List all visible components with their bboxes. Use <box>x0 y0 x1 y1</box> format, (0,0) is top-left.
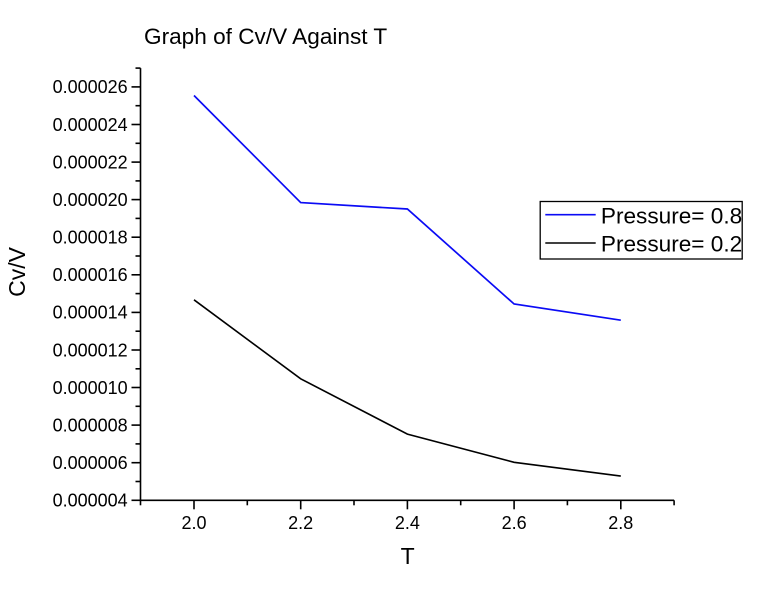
svg-text:0.000008: 0.000008 <box>53 415 128 435</box>
svg-text:T: T <box>401 543 415 569</box>
svg-text:Graph of Cv/V Against T: Graph of Cv/V Against T <box>144 24 387 49</box>
svg-text:0.000016: 0.000016 <box>53 265 128 285</box>
svg-text:0.000004: 0.000004 <box>53 491 128 511</box>
svg-text:0.000014: 0.000014 <box>53 303 128 323</box>
svg-text:0.000018: 0.000018 <box>53 228 128 248</box>
svg-text:2.8: 2.8 <box>608 513 633 533</box>
svg-text:0.000024: 0.000024 <box>53 115 128 135</box>
svg-text:0.000020: 0.000020 <box>53 190 128 210</box>
svg-text:0.000022: 0.000022 <box>53 152 128 172</box>
svg-text:0.000026: 0.000026 <box>53 77 128 97</box>
svg-text:2.6: 2.6 <box>502 513 527 533</box>
svg-text:0.000010: 0.000010 <box>53 378 128 398</box>
svg-text:0.000006: 0.000006 <box>53 453 128 473</box>
svg-text:Cv/V: Cv/V <box>4 246 30 297</box>
svg-text:0.000012: 0.000012 <box>53 340 128 360</box>
svg-text:Pressure= 0.8: Pressure= 0.8 <box>601 203 742 228</box>
svg-text:2.2: 2.2 <box>288 513 313 533</box>
svg-text:2.0: 2.0 <box>181 513 206 533</box>
svg-text:Pressure= 0.2: Pressure= 0.2 <box>601 232 742 257</box>
svg-text:2.4: 2.4 <box>395 513 420 533</box>
